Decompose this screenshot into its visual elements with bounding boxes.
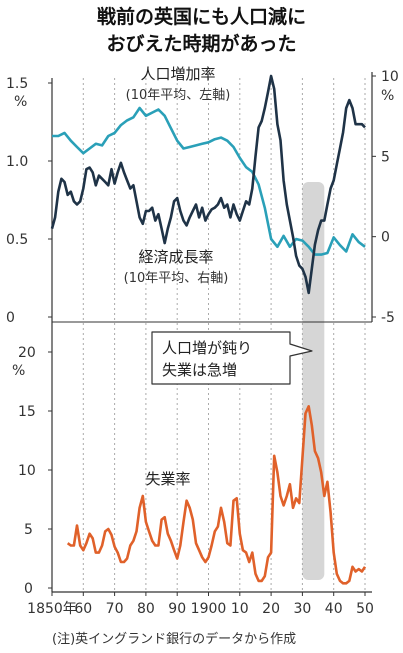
y-left-tick-label: 1.0: [6, 154, 28, 170]
x-tick-label: 60: [74, 601, 92, 617]
series-sub-growth: (10年平均、右軸): [124, 271, 229, 286]
y-left-tick-label: 0: [6, 310, 15, 326]
x-tick-label: 50: [356, 601, 374, 617]
series-label-population: 人口増加率: [140, 65, 215, 83]
series-label-unemployment: 失業率: [145, 470, 190, 488]
callout-box: [151, 331, 313, 385]
x-tick-label: 40: [325, 601, 343, 617]
x-tick-label: 90: [168, 601, 186, 617]
y-right-unit: %: [381, 88, 394, 104]
callout-line1: 人口増が鈍り: [162, 339, 252, 357]
title-line1: 戦前の英国にも人口減に: [96, 6, 306, 28]
source-note: (注)英イングランド銀行のデータから作成: [52, 632, 297, 647]
highlight-band: [302, 182, 325, 580]
series-label-growth: 経済成長率: [138, 248, 213, 266]
x-tick-label: 20: [262, 601, 280, 617]
series-line-growth: [50, 74, 366, 295]
x-tick-label: 1850年: [27, 601, 77, 617]
y-bottom-tick-label: 15: [18, 404, 36, 420]
y-bottom-tick-label: 20: [18, 345, 36, 361]
y-bottom-unit: %: [12, 363, 25, 379]
x-tick-label: 1900: [191, 601, 227, 617]
y-bottom-tick-label: 0: [24, 581, 33, 597]
y-bottom-tick-label: 10: [18, 463, 36, 479]
y-right-tick-label: 0: [381, 230, 390, 246]
callout-line2: 失業は急増: [162, 361, 237, 379]
y-left-tick-label: 1.5: [6, 76, 28, 92]
x-tick-label: 30: [293, 601, 311, 617]
x-tick-label: 70: [106, 601, 124, 617]
chart-title: 戦前の英国にも人口減に おびえた時期があった: [0, 4, 403, 58]
y-left-tick-label: 0.5: [6, 232, 28, 248]
y-bottom-tick-label: 5: [24, 522, 33, 538]
x-tick-label: 10: [231, 601, 249, 617]
y-right-tick-label: -5: [381, 310, 395, 326]
y-right-tick-label: 10: [381, 69, 399, 85]
title-line2: おびえた時期があった: [106, 33, 297, 55]
series-line-unemployment: [66, 405, 367, 585]
y-left-unit: %: [14, 94, 27, 110]
x-tick-label: 80: [137, 601, 155, 617]
series-sub-population: (10年平均、左軸): [126, 88, 231, 103]
y-right-tick-label: 5: [381, 149, 390, 165]
